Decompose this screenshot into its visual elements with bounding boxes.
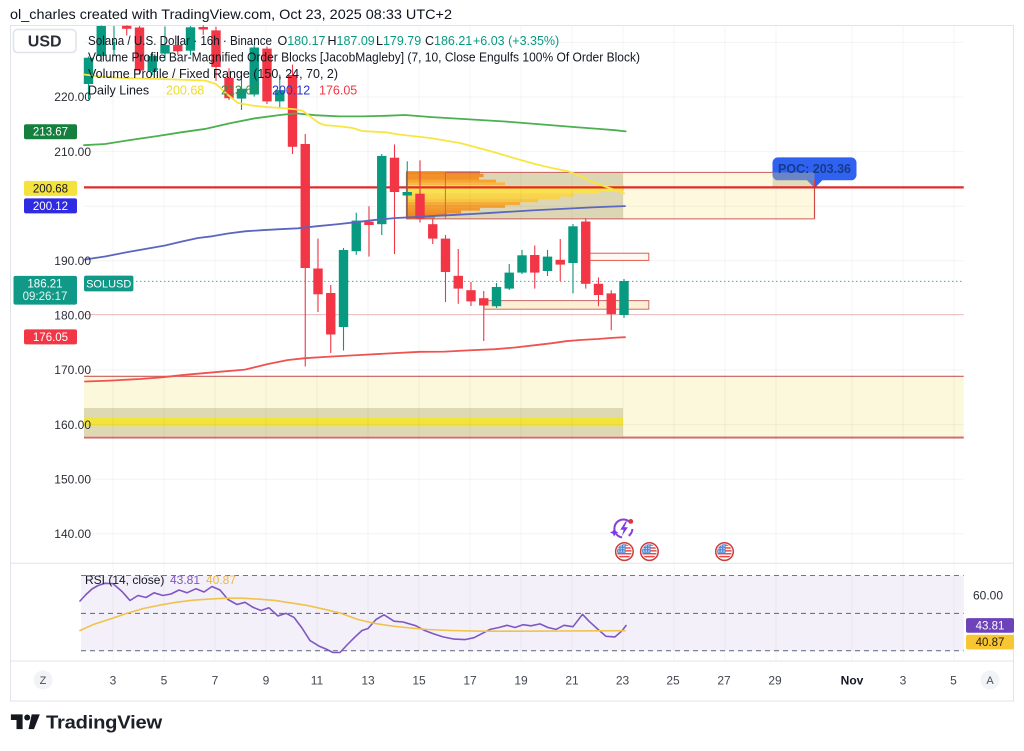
svg-text:160.00: 160.00 <box>54 418 91 432</box>
svg-text:SOLUSD: SOLUSD <box>86 278 131 290</box>
svg-text:29: 29 <box>768 674 782 688</box>
svg-text:213.67: 213.67 <box>33 127 68 139</box>
svg-text:Volume Profile Bar-Magnified O: Volume Profile Bar-Magnified Order Block… <box>88 51 640 65</box>
svg-text:200.68: 200.68 <box>33 183 68 195</box>
svg-text:15: 15 <box>412 674 426 688</box>
svg-text:150.00: 150.00 <box>54 472 91 486</box>
svg-text:7: 7 <box>212 674 219 688</box>
svg-text:21: 21 <box>565 674 579 688</box>
svg-text:Nov: Nov <box>841 674 864 688</box>
svg-text:40.87: 40.87 <box>976 637 1005 649</box>
svg-text:5: 5 <box>161 674 168 688</box>
svg-text:25: 25 <box>666 674 680 688</box>
svg-text:210.00: 210.00 <box>54 145 91 159</box>
svg-text:Z: Z <box>40 675 47 687</box>
svg-text:A: A <box>986 675 994 687</box>
svg-text:140.00: 140.00 <box>54 527 91 541</box>
svg-text:220.00: 220.00 <box>54 90 91 104</box>
svg-text:176.05: 176.05 <box>33 332 68 344</box>
svg-text:5: 5 <box>950 674 957 688</box>
svg-text:43.81: 43.81 <box>976 620 1005 632</box>
svg-text:13: 13 <box>361 674 375 688</box>
svg-text:27: 27 <box>717 674 731 688</box>
svg-text:ol_charles created with Tradin: ol_charles created with TradingView.com,… <box>10 7 452 22</box>
svg-text:190.00: 190.00 <box>54 254 91 268</box>
svg-text:200.12: 200.12 <box>33 201 68 213</box>
svg-text:3: 3 <box>110 674 117 688</box>
svg-text:170.00: 170.00 <box>54 363 91 377</box>
svg-text:17: 17 <box>463 674 477 688</box>
svg-text:60.00: 60.00 <box>973 589 1003 603</box>
svg-text:TradingView: TradingView <box>46 712 163 733</box>
svg-text:Solana / U.S. Dollar · 16h · B: Solana / U.S. Dollar · 16h · Binance <box>88 34 272 48</box>
svg-text:9: 9 <box>263 674 270 688</box>
svg-text:23: 23 <box>616 674 630 688</box>
svg-text:Volume Profile / Fixed Range (: Volume Profile / Fixed Range (150, 24, 7… <box>88 67 338 81</box>
svg-text:USD: USD <box>28 34 62 51</box>
svg-text:11: 11 <box>311 674 324 688</box>
svg-text:180.00: 180.00 <box>54 309 91 323</box>
svg-text:09:26:17: 09:26:17 <box>23 291 68 303</box>
svg-text:3: 3 <box>900 674 907 688</box>
svg-text:19: 19 <box>514 674 528 688</box>
svg-text:POC: 203.36: POC: 203.36 <box>778 162 851 176</box>
svg-text:186.21: 186.21 <box>27 279 62 291</box>
